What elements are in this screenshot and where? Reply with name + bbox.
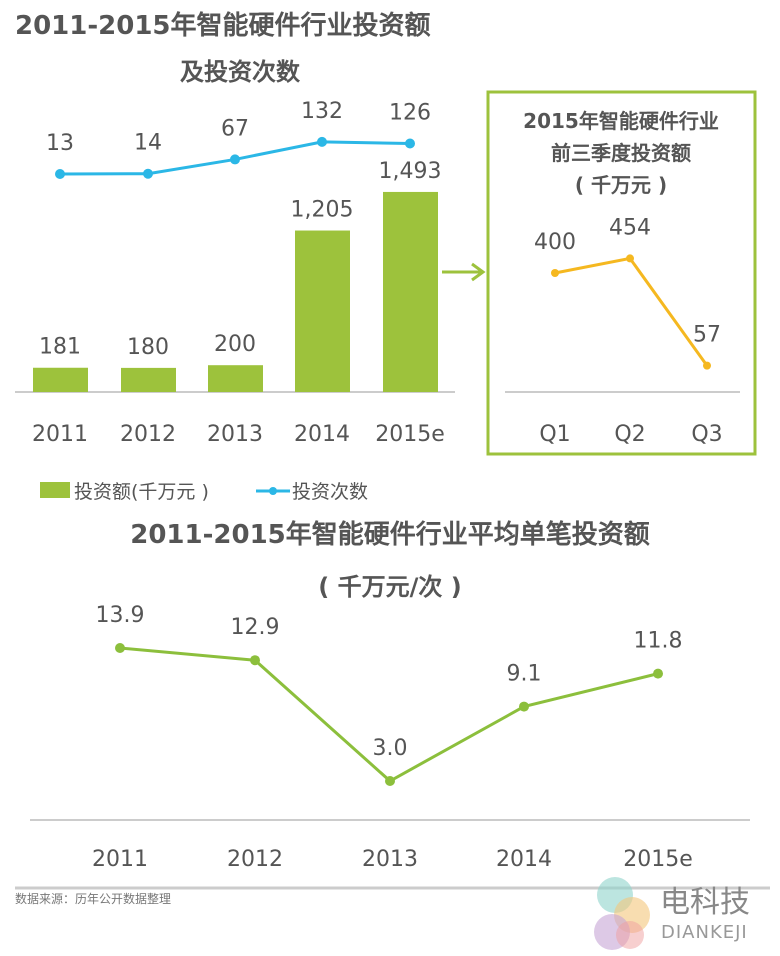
watermark-logo: 电科技 DIANKEJI	[594, 877, 750, 950]
count-point-2013	[230, 154, 240, 165]
bar-label-2015e: 1,493	[379, 159, 442, 184]
source-note: 数据来源：历年公开数据整理	[15, 891, 171, 906]
average-point-2015e	[653, 668, 663, 679]
count-label-2012: 14	[134, 131, 162, 156]
average-point-2011	[115, 643, 125, 654]
legend-bar-swatch	[40, 482, 70, 498]
chart3-plot: 13.9 2011 12.9 2012 3.0 2013 9.1 2014 11.8 2015e	[30, 603, 750, 872]
x-tick-Q3: Q3	[691, 422, 722, 447]
x-tick-2012: 2012	[227, 847, 283, 872]
average-point-2012	[250, 655, 260, 666]
count-point-2011	[55, 169, 65, 179]
average-point-2014	[519, 701, 529, 712]
x-tick-2014: 2014	[496, 847, 552, 872]
chart1-title: 2011-2015年智能硬件行业投资额	[15, 10, 431, 41]
chart3-title: 2011-2015年智能硬件行业平均单笔投资额	[130, 519, 650, 550]
chart1-subtitle: 及投资次数	[180, 58, 301, 86]
count-label-2014: 132	[301, 99, 343, 124]
quarter-line	[554, 256, 709, 367]
watermark-cn: 电科技	[660, 885, 750, 920]
average-label-2015e: 11.8	[634, 629, 683, 654]
x-tick-Q2: Q2	[614, 422, 645, 447]
x-tick-2013: 2013	[207, 422, 263, 447]
x-tick-2012: 2012	[120, 422, 176, 447]
bar-label-2014: 1,205	[291, 198, 354, 223]
bar-2014	[295, 230, 350, 392]
x-tick-Q1: Q1	[539, 422, 570, 447]
arrow-connector	[442, 262, 486, 282]
legend-bar-label: 投资额(千万元 )	[74, 481, 209, 503]
count-point-2012	[143, 168, 153, 179]
chart2-frame	[486, 90, 757, 456]
bar-2015e	[383, 191, 438, 392]
chart2-plot: 400 Q1 454 Q2 57 Q3	[505, 215, 740, 447]
bar-label-2011: 181	[39, 335, 81, 360]
count-label-2011: 13	[46, 131, 74, 156]
average-label-2013: 3.0	[373, 736, 408, 761]
bar-2013	[208, 365, 263, 392]
x-tick-2013: 2013	[362, 847, 418, 872]
x-tick-2015e: 2015e	[623, 847, 693, 872]
chart1-plot: 181 2011 180 2012 200 2013 1,205 2014 1,493 2015e…	[15, 99, 455, 447]
count-label-2015e: 126	[389, 100, 431, 125]
chart2-title-line1: 2015年智能硬件行业	[523, 109, 719, 133]
average-line	[119, 646, 659, 783]
bar-label-2012: 180	[127, 335, 169, 360]
legend-line-label: 投资次数	[292, 481, 368, 503]
average-label-2014: 9.1	[507, 662, 542, 687]
bar-label-2013: 200	[214, 332, 256, 357]
average-label-2012: 12.9	[231, 615, 280, 640]
average-label-2011: 13.9	[96, 603, 145, 628]
quarter-point-Q3	[703, 361, 711, 370]
x-tick-2015e: 2015e	[375, 422, 445, 447]
legend-line-marker	[269, 487, 277, 495]
x-tick-2014: 2014	[294, 422, 350, 447]
chart2-title-line3: ( 千万元 )	[575, 173, 667, 197]
quarter-label-Q2: 454	[609, 215, 651, 240]
count-point-2014	[317, 136, 327, 147]
average-point-2013	[385, 776, 395, 786]
quarter-point-Q2	[626, 254, 634, 263]
chart2-title-line2: 前三季度投资额	[551, 141, 691, 165]
count-point-2015e	[405, 138, 415, 149]
chart1-legend: 投资额(千万元 ) 投资次数	[40, 481, 368, 503]
watermark-en: DIANKEJI	[661, 922, 748, 943]
x-tick-2011: 2011	[32, 422, 88, 447]
quarter-point-Q1	[551, 269, 559, 277]
bar-2011	[33, 367, 88, 392]
count-label-2013: 67	[221, 116, 249, 141]
x-tick-2011: 2011	[92, 847, 148, 872]
quarter-label-Q1: 400	[534, 230, 576, 255]
chart3-subtitle: ( 千万元/次 )	[318, 573, 461, 601]
bar-2012	[121, 367, 176, 392]
quarter-label-Q3: 57	[693, 323, 721, 348]
